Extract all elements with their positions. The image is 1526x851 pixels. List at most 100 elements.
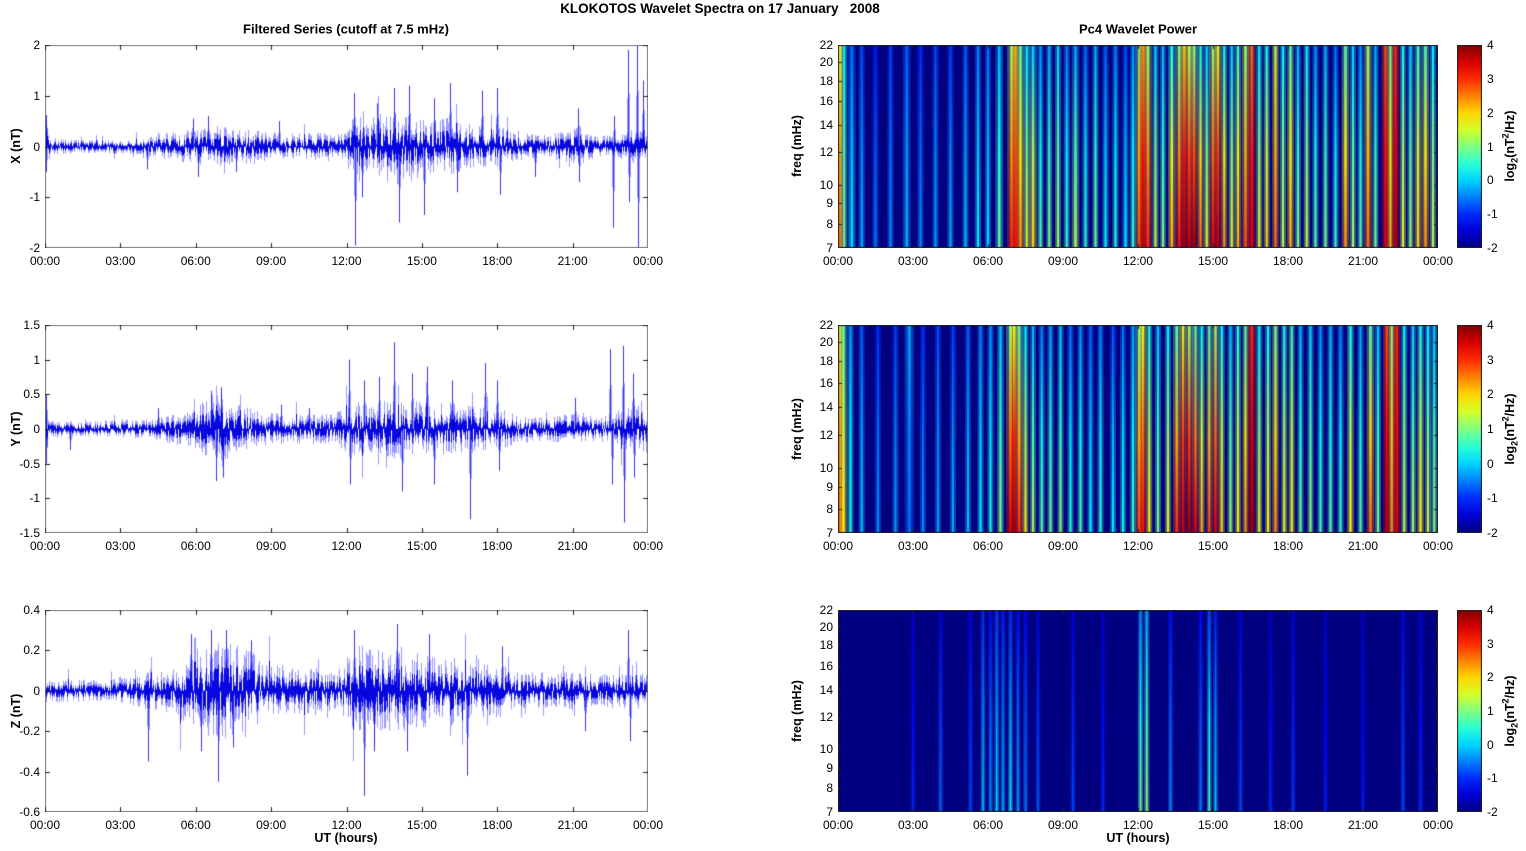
z-wavelet-y-axis-label: freq (mHz) — [790, 680, 804, 742]
y-tick-label: 0.4 — [23, 603, 40, 617]
y-tick-label: 0.5 — [23, 387, 40, 402]
y-tick-label: -1.5 — [19, 526, 40, 540]
y-tick-label: 0.2 — [23, 643, 40, 658]
x-tick-label: 00:00 — [29, 818, 61, 832]
z-series-y-axis-label: Z (nT) — [9, 693, 23, 729]
y-wavelet-power-plot — [838, 325, 1438, 533]
y-series-y-axis-label: Y (nT) — [9, 411, 23, 447]
freq-tick-label: 7 — [826, 805, 833, 819]
x-tick-label: 12:00 — [1122, 254, 1154, 268]
colorbar-tick-label: 4 — [1487, 38, 1494, 52]
x-tick-label: 18:00 — [482, 254, 513, 268]
colorbar-tick-label: 2 — [1487, 670, 1494, 685]
freq-tick-label: 18 — [819, 73, 833, 88]
z-wavelet-power-plot — [838, 610, 1438, 812]
x-tick-label: 12:00 — [1122, 818, 1154, 832]
x-tick-label: 09:00 — [1047, 254, 1079, 268]
x-tick-label: 03:00 — [897, 254, 929, 268]
x-tick-label: 00:00 — [1422, 254, 1454, 268]
freq-tick-label: 12 — [819, 145, 833, 160]
x-tick-label: 18:00 — [1272, 818, 1304, 832]
freq-tick-label: 18 — [819, 354, 833, 369]
z-filtered-series-plot — [45, 610, 648, 812]
freq-tick-label: 20 — [819, 335, 833, 350]
right-column-title: Pc4 Wavelet Power — [1078, 21, 1198, 37]
left-column-title: Filtered Series (cutoff at 7.5 mHz) — [243, 21, 449, 37]
y-tick-label: -0.6 — [19, 805, 40, 819]
freq-tick-label: 14 — [819, 118, 833, 133]
colorbar-tick-label: 3 — [1487, 352, 1494, 367]
y-tick-label: -2 — [29, 241, 40, 255]
freq-tick-label: 7 — [826, 526, 833, 540]
x-tick-label: 09:00 — [256, 254, 287, 268]
x-tick-label: 09:00 — [256, 818, 287, 832]
x-tick-label: 06:00 — [180, 539, 211, 553]
freq-tick-label: 12 — [819, 428, 833, 443]
y-tick-label: 2 — [33, 38, 40, 52]
x-tick-label: 09:00 — [256, 539, 287, 553]
freq-tick-label: 20 — [819, 54, 833, 69]
freq-tick-label: 14 — [819, 400, 833, 415]
x-tick-label: 03:00 — [105, 818, 136, 832]
colorbar-tick-label: 4 — [1487, 603, 1494, 617]
right-x-axis-label: UT (hours) — [1106, 831, 1170, 845]
x-tick-label: 12:00 — [331, 818, 362, 832]
freq-tick-label: 10 — [819, 742, 833, 757]
y-tick-label: 0 — [33, 139, 40, 154]
x-tick-label: 15:00 — [406, 818, 437, 832]
x-tick-label: 12:00 — [1122, 539, 1154, 553]
freq-tick-label: 16 — [819, 94, 833, 109]
x-colorbar-label: log2(nT2/Hz) — [1500, 110, 1520, 182]
x-tick-label: 00:00 — [29, 539, 61, 553]
x-tick-label: 15:00 — [1197, 539, 1229, 553]
x-colorbar — [1457, 45, 1482, 248]
x-wavelet-power-plot — [838, 45, 1438, 248]
x-tick-label: 06:00 — [972, 254, 1004, 268]
colorbar-tick-label: 1 — [1487, 704, 1494, 718]
x-tick-label: 21:00 — [1347, 818, 1379, 832]
x-tick-label: 09:00 — [1047, 539, 1079, 553]
y-tick-label: -1 — [29, 190, 40, 205]
x-wavelet-y-axis-label: freq (mHz) — [790, 115, 804, 177]
freq-tick-label: 9 — [826, 480, 833, 495]
colorbar-tick-label: 2 — [1487, 105, 1494, 120]
x-series-y-axis-label: X (nT) — [9, 128, 23, 164]
x-tick-label: 03:00 — [897, 539, 929, 553]
colorbar-tick-label: -2 — [1487, 805, 1498, 819]
y-filtered-series-plot — [45, 325, 648, 533]
colorbar-tick-label: 2 — [1487, 387, 1494, 402]
x-tick-label: 03:00 — [897, 818, 929, 832]
x-tick-label: 21:00 — [1347, 539, 1379, 553]
y-tick-label: 0 — [33, 683, 40, 698]
z-colorbar-label: log2(nT2/Hz) — [1500, 675, 1520, 747]
y-tick-label: 1 — [33, 88, 40, 103]
colorbar-tick-label: 1 — [1487, 139, 1494, 154]
y-tick-label: -0.2 — [19, 724, 40, 739]
colorbar-tick-label: -2 — [1487, 526, 1498, 540]
x-tick-label: 21:00 — [557, 539, 588, 553]
freq-tick-label: 7 — [826, 241, 833, 255]
x-tick-label: 15:00 — [1197, 818, 1229, 832]
x-tick-label: 12:00 — [331, 539, 362, 553]
freq-tick-label: 22 — [819, 318, 833, 332]
x-tick-label: 06:00 — [180, 818, 211, 832]
colorbar-tick-label: 1 — [1487, 422, 1494, 436]
x-tick-label: 18:00 — [482, 539, 513, 553]
y-colorbar — [1457, 325, 1482, 533]
colorbar-tick-label: -1 — [1487, 771, 1498, 786]
freq-tick-label: 18 — [819, 638, 833, 653]
colorbar-tick-label: 0 — [1487, 737, 1494, 752]
colorbar-tick-label: -1 — [1487, 207, 1498, 222]
y-tick-label: -0.5 — [19, 456, 40, 471]
freq-tick-label: 12 — [819, 709, 833, 724]
x-tick-label: 15:00 — [1197, 254, 1229, 268]
colorbar-tick-label: 4 — [1487, 318, 1494, 332]
x-tick-label: 15:00 — [406, 539, 437, 553]
x-filtered-series-plot — [45, 45, 648, 248]
y-tick-label: -1 — [29, 491, 40, 506]
colorbar-tick-label: 0 — [1487, 456, 1494, 471]
freq-tick-label: 8 — [826, 217, 833, 232]
x-tick-label: 18:00 — [482, 818, 513, 832]
freq-tick-label: 9 — [826, 760, 833, 775]
